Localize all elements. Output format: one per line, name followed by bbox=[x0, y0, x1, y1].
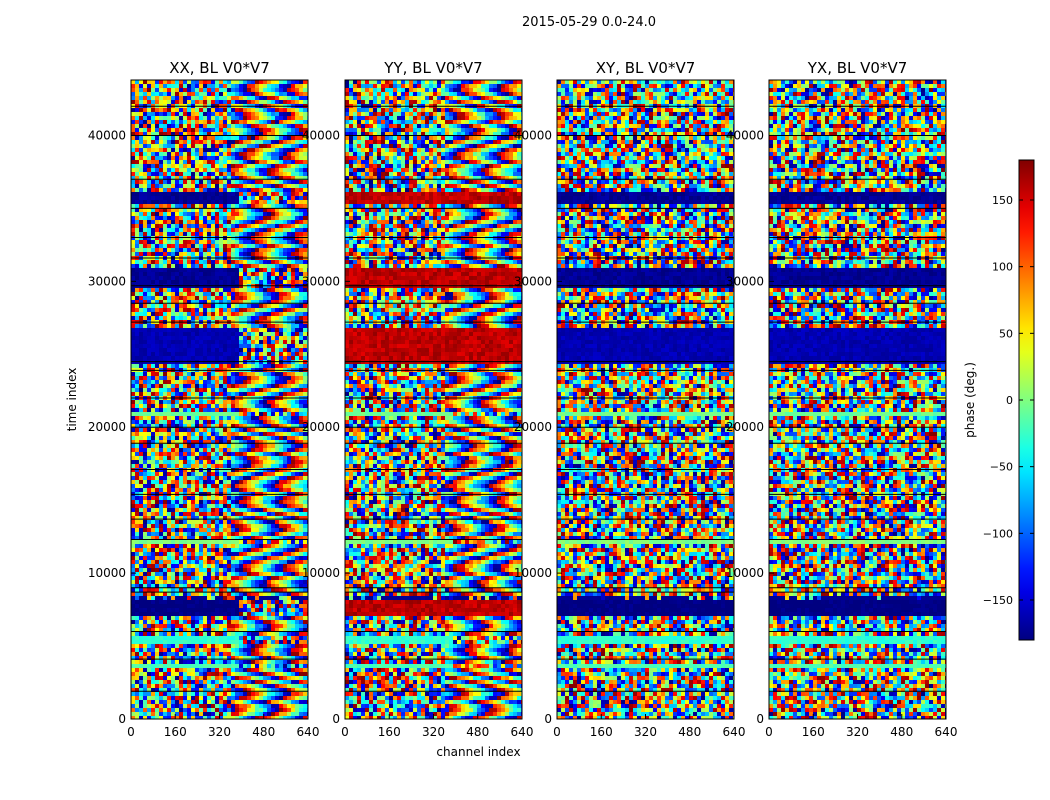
panel-title: YY, BL V0*V7 bbox=[383, 59, 482, 77]
x-tick-label: 0 bbox=[341, 725, 349, 739]
y-tick-label: 30000 bbox=[302, 274, 340, 288]
x-tick-label: 480 bbox=[890, 725, 913, 739]
x-tick-label: 160 bbox=[378, 725, 401, 739]
panel-0: XX, BL V0*V7 0 160 320 480 640 0 10000 20000 3000… bbox=[65, 59, 319, 739]
x-tick-label: 480 bbox=[678, 725, 701, 739]
x-tick-label: 480 bbox=[466, 725, 489, 739]
figure-suptitle: 2015-05-29 0.0-24.0 bbox=[522, 15, 656, 30]
heatmap-0 bbox=[131, 80, 308, 719]
y-tick-label: 0 bbox=[544, 712, 552, 726]
y-tick-label: 20000 bbox=[88, 420, 126, 434]
y-tick-label: 10000 bbox=[88, 566, 126, 580]
x-axis-label: channel index bbox=[436, 745, 520, 759]
colorbar-tick-label: −50 bbox=[990, 461, 1013, 474]
y-tick-label: 30000 bbox=[88, 274, 126, 288]
heatmap-2 bbox=[557, 80, 734, 719]
x-tick-label: 0 bbox=[553, 725, 561, 739]
colorbar-tick-label: 50 bbox=[999, 327, 1013, 340]
colorbar-tick-label: 100 bbox=[992, 261, 1013, 274]
y-tick-label: 0 bbox=[756, 712, 764, 726]
x-tick-label: 320 bbox=[634, 725, 657, 739]
y-tick-label: 10000 bbox=[302, 566, 340, 580]
y-tick-label: 0 bbox=[332, 712, 340, 726]
x-tick-label: 640 bbox=[511, 725, 534, 739]
y-tick-label: 30000 bbox=[514, 274, 552, 288]
heatmap-1 bbox=[345, 80, 522, 719]
heatmap-3 bbox=[769, 80, 946, 719]
y-tick-label: 20000 bbox=[514, 420, 552, 434]
colorbar-tick-label: 0 bbox=[1006, 394, 1013, 407]
panel-title: XX, BL V0*V7 bbox=[169, 59, 270, 77]
x-tick-label: 640 bbox=[297, 725, 320, 739]
y-tick-label: 30000 bbox=[726, 274, 764, 288]
x-tick-label: 640 bbox=[723, 725, 746, 739]
x-tick-label: 160 bbox=[164, 725, 187, 739]
colorbar-tick-label: −100 bbox=[983, 527, 1013, 540]
colorbar-tick-label: −150 bbox=[983, 594, 1013, 607]
x-tick-label: 640 bbox=[935, 725, 958, 739]
y-tick-label: 10000 bbox=[514, 566, 552, 580]
x-tick-label: 320 bbox=[846, 725, 869, 739]
panel-title: XY, BL V0*V7 bbox=[596, 59, 696, 77]
panel-3: YX, BL V0*V7 0 160 320 480 640 0 10000 20000 3000… bbox=[726, 59, 958, 739]
y-tick-label: 20000 bbox=[726, 420, 764, 434]
panel-2: XY, BL V0*V7 0 160 320 480 640 0 10000 20000 3000… bbox=[514, 59, 746, 739]
y-tick-label: 20000 bbox=[302, 420, 340, 434]
y-tick-label: 40000 bbox=[514, 128, 552, 142]
y-tick-label: 40000 bbox=[302, 128, 340, 142]
colorbar-label: phase (deg.) bbox=[963, 362, 977, 438]
x-tick-label: 480 bbox=[252, 725, 275, 739]
x-tick-label: 160 bbox=[802, 725, 825, 739]
x-tick-label: 160 bbox=[590, 725, 613, 739]
panel-title: YX, BL V0*V7 bbox=[807, 59, 908, 77]
x-tick-label: 320 bbox=[208, 725, 231, 739]
y-tick-label: 10000 bbox=[726, 566, 764, 580]
y-tick-label: 40000 bbox=[726, 128, 764, 142]
x-tick-label: 320 bbox=[422, 725, 445, 739]
colorbar-tick-label: 150 bbox=[992, 194, 1013, 207]
panel-1: YY, BL V0*V7 0 160 320 480 640 0 10000 20000 3000… bbox=[302, 59, 534, 759]
panels: XX, BL V0*V7 0 160 320 480 640 0 10000 20000 3000… bbox=[65, 59, 957, 759]
x-tick-label: 0 bbox=[127, 725, 135, 739]
x-tick-label: 0 bbox=[765, 725, 773, 739]
y-axis-label: time index bbox=[65, 368, 79, 432]
y-tick-label: 0 bbox=[118, 712, 126, 726]
y-tick-label: 40000 bbox=[88, 128, 126, 142]
colorbar: 150 100 50 0 −50 −100 −150 phase (deg.) bbox=[963, 159, 1035, 641]
